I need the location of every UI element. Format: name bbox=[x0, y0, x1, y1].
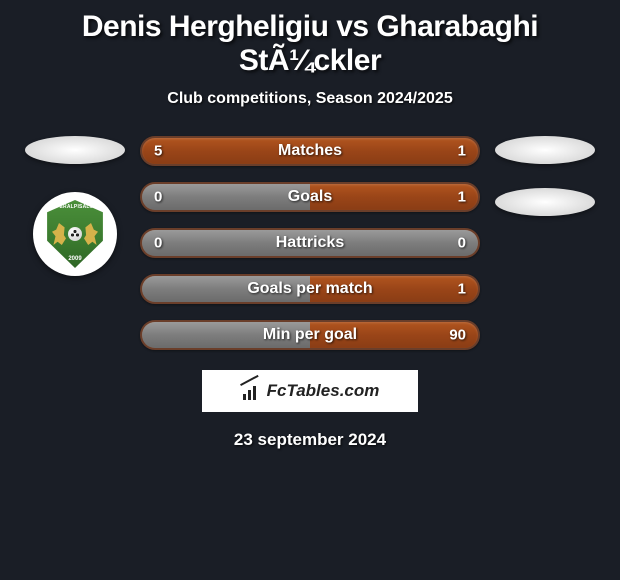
brand-text: FcTables.com bbox=[267, 381, 380, 401]
player-oval-left bbox=[25, 136, 125, 164]
stat-right-value: 0 bbox=[458, 235, 466, 252]
lion-right-icon bbox=[84, 223, 98, 245]
club-oval-right bbox=[495, 188, 595, 216]
crest-icon: FERALPISALO 2009 bbox=[44, 200, 106, 268]
player-oval-right bbox=[495, 136, 595, 164]
stat-left-value: 0 bbox=[154, 235, 162, 252]
stat-label: Matches bbox=[278, 142, 342, 160]
stat-bar: Goals per match 1 bbox=[140, 274, 480, 304]
ball-icon bbox=[68, 227, 82, 241]
stat-bar: 5 Matches 1 bbox=[140, 136, 480, 166]
stat-bar: Min per goal 90 bbox=[140, 320, 480, 350]
left-side: FERALPISALO 2009 bbox=[20, 136, 130, 276]
crest-year: 2009 bbox=[68, 256, 81, 262]
comparison-row: FERALPISALO 2009 5 Matches 1 0 Goals 1 0 Hattri… bbox=[0, 136, 620, 350]
crest-center bbox=[52, 223, 98, 245]
left-club-logo: FERALPISALO 2009 bbox=[33, 192, 117, 276]
stat-left-value: 0 bbox=[154, 189, 162, 206]
date-text: 23 september 2024 bbox=[0, 430, 620, 450]
chart-icon bbox=[241, 382, 263, 400]
crest-top-text: FERALPISALO bbox=[44, 204, 106, 210]
stat-label: Hattricks bbox=[276, 234, 344, 252]
stat-right-value: 90 bbox=[449, 327, 466, 344]
stat-bar: 0 Hattricks 0 bbox=[140, 228, 480, 258]
page-title: Denis Hergheligiu vs Gharabaghi StÃ¼ckle… bbox=[0, 0, 620, 78]
stat-fill bbox=[142, 184, 310, 210]
lion-left-icon bbox=[52, 223, 66, 245]
stats-column: 5 Matches 1 0 Goals 1 0 Hattricks 0 Goals per mat… bbox=[140, 136, 480, 350]
stat-label: Min per goal bbox=[263, 326, 357, 344]
stat-right-value: 1 bbox=[458, 189, 466, 206]
brand-badge: FcTables.com bbox=[202, 370, 418, 412]
subtitle: Club competitions, Season 2024/2025 bbox=[0, 90, 620, 108]
right-side bbox=[490, 136, 600, 216]
stat-label: Goals per match bbox=[247, 280, 372, 298]
stat-left-value: 5 bbox=[154, 143, 162, 160]
stat-label: Goals bbox=[288, 188, 332, 206]
stat-right-value: 1 bbox=[458, 143, 466, 160]
stat-bar: 0 Goals 1 bbox=[140, 182, 480, 212]
stat-right-value: 1 bbox=[458, 281, 466, 298]
